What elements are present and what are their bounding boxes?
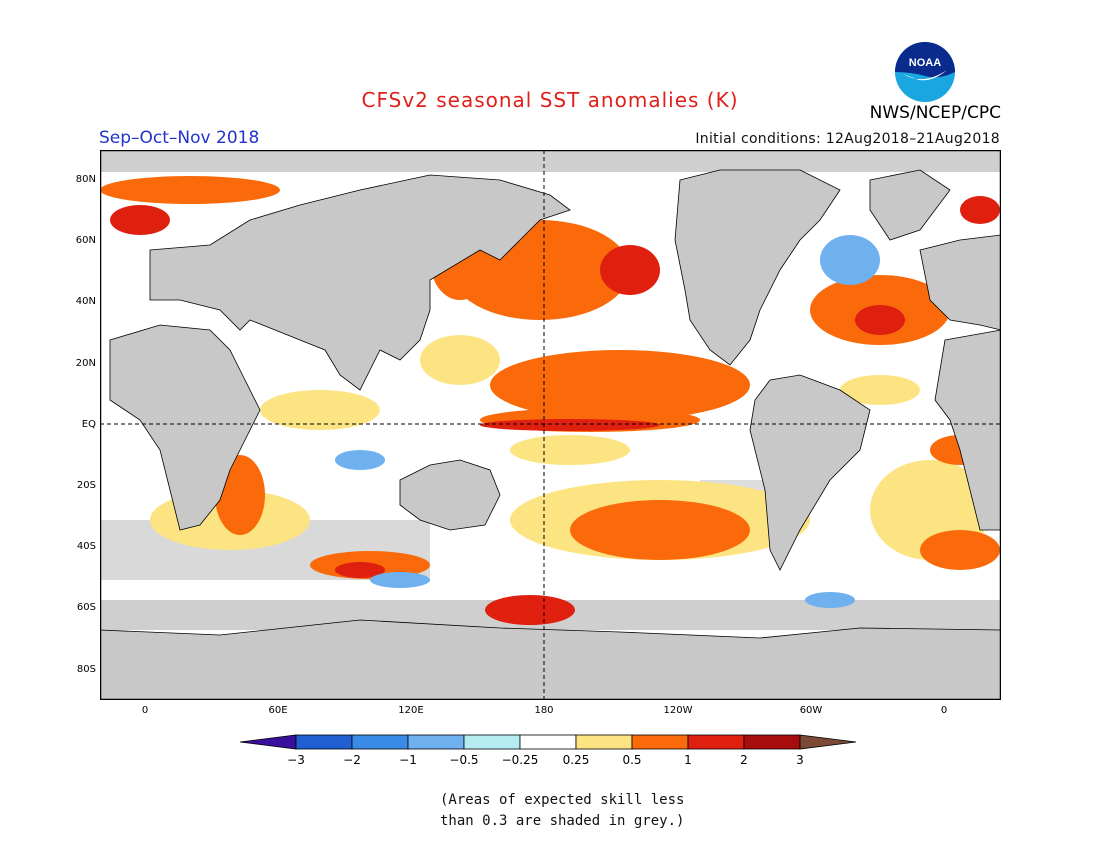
- lat-label: 40S: [76, 541, 96, 552]
- lon-label: 60E: [268, 705, 288, 716]
- noaa-logo: NOAA: [895, 42, 955, 102]
- initial-conditions-label: Initial conditions: 12Aug2018–21Aug2018: [695, 131, 1000, 147]
- agency-label: NWS/NCEP/CPC: [869, 103, 1001, 123]
- colorbar-tick-label: 0.25: [562, 753, 590, 767]
- colorbar-tick-label: 1: [684, 753, 692, 767]
- lat-label: 60S: [76, 602, 96, 613]
- lon-label: 0: [141, 705, 149, 716]
- map-frame: [100, 150, 1001, 700]
- anomaly-strong-warm: [110, 196, 1000, 625]
- colorbar-tick-label: 0.5: [622, 753, 642, 767]
- sst-anomaly-map: [100, 150, 1001, 700]
- colorbar-tick-label: −3: [287, 753, 305, 767]
- lon-label: 120W: [663, 705, 693, 716]
- colorbar-segment: [407, 734, 465, 750]
- colorbar-segment: [687, 734, 745, 750]
- colorbar-segment: [295, 734, 353, 750]
- colorbar-segment: [519, 734, 577, 750]
- lon-label: 180: [534, 705, 554, 716]
- lon-label: 120E: [398, 705, 424, 716]
- colorbar-tick-label: 2: [740, 753, 748, 767]
- colorbar-segment: [799, 734, 857, 750]
- lon-label: 0: [940, 705, 948, 716]
- colorbar-tick-label: −2: [343, 753, 361, 767]
- colorbar: [240, 734, 857, 750]
- colorbar-segment: [631, 734, 689, 750]
- land-masses: [100, 169, 1001, 700]
- lat-label: 20N: [75, 358, 96, 369]
- lat-label: 40N: [75, 296, 96, 307]
- colorbar-segment: [575, 734, 633, 750]
- skill-note-line: (Areas of expected skill less: [440, 792, 685, 808]
- skill-note-line: than 0.3 are shaded in grey.): [440, 813, 685, 829]
- colorbar-segment: [463, 734, 521, 750]
- lon-label: 60W: [799, 705, 823, 716]
- lat-label: 60N: [75, 235, 96, 246]
- colorbar-tick-label: 3: [796, 753, 804, 767]
- season-label: Sep–Oct–Nov 2018: [99, 128, 260, 148]
- lat-label: 80N: [75, 174, 96, 185]
- colorbar-tick-label: −1: [399, 753, 417, 767]
- colorbar-segment: [743, 734, 801, 750]
- lat-label: EQ: [81, 419, 96, 430]
- colorbar-tick-label: −0.5: [449, 753, 479, 767]
- colorbar-segment: [351, 734, 409, 750]
- colorbar-segment: [240, 734, 297, 750]
- lat-label: 80S: [76, 664, 96, 675]
- map-title: CFSv2 seasonal SST anomalies (K): [361, 88, 739, 112]
- skill-note: (Areas of expected skill less than 0.3 a…: [440, 790, 760, 832]
- lat-label: 20S: [76, 480, 96, 491]
- logo-text: NOAA: [909, 57, 941, 69]
- colorbar-tick-label: −0.25: [501, 753, 539, 767]
